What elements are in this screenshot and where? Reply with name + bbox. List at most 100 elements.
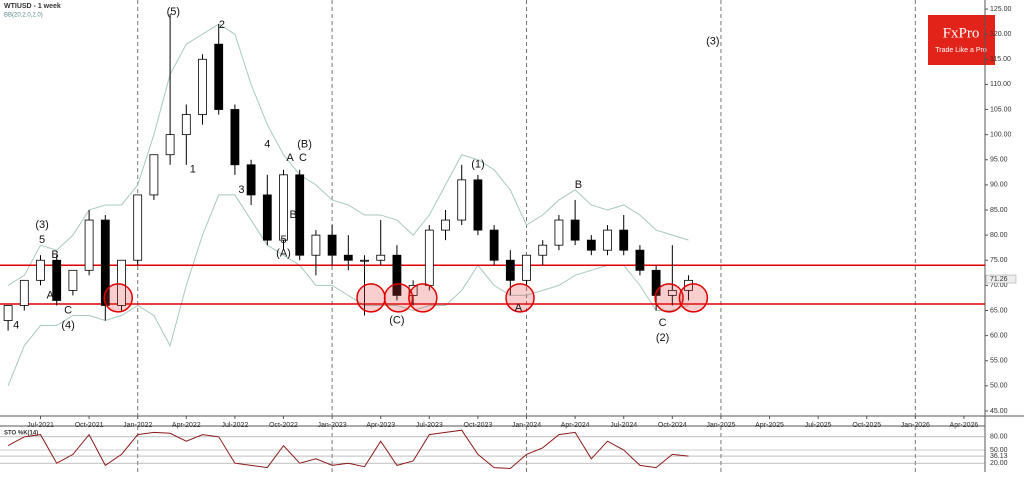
candle-body xyxy=(441,219,450,231)
candle-body xyxy=(489,229,499,261)
x-tick-label: Jan-2022 xyxy=(123,422,152,429)
candle-body xyxy=(619,229,629,251)
candle-body xyxy=(262,194,272,241)
x-tick-label: Apr-2026 xyxy=(950,422,979,429)
y-tick-label: 80.00 xyxy=(990,232,1008,239)
bollinger-band xyxy=(7,23,689,286)
x-tick-label: Jan-2024 xyxy=(512,422,541,429)
y-tick-label: 125.00 xyxy=(990,6,1012,13)
x-tick-label: Apr-2024 xyxy=(561,422,590,429)
oscillator-tick-label: 20.00 xyxy=(990,460,1008,467)
x-tick-label: Jul-2025 xyxy=(805,422,832,429)
candle-body xyxy=(230,109,240,166)
wave-label: (2) xyxy=(656,332,669,344)
highlight-circle xyxy=(383,283,414,313)
wave-label: (3) xyxy=(35,219,48,231)
highlight-circle xyxy=(678,283,709,313)
candle-body xyxy=(117,259,126,306)
candle-body xyxy=(19,279,29,306)
highlight-circle xyxy=(356,283,386,313)
wave-label: 2 xyxy=(219,19,225,31)
candle-body xyxy=(311,234,321,256)
y-tick-label: 100.00 xyxy=(990,131,1012,138)
candle-body xyxy=(279,174,288,241)
oscillator-tick-label: 50.00 xyxy=(990,447,1008,454)
highlight-circle xyxy=(408,283,438,313)
candle-body xyxy=(100,219,110,306)
x-tick-label: Apr-2025 xyxy=(755,422,784,429)
logo-box xyxy=(928,15,995,65)
candle-body xyxy=(246,164,256,196)
wave-label: C xyxy=(64,304,72,316)
chart-title: WTIUSD - 1 week xyxy=(4,3,61,10)
indicator-label: BB(20,2.0,2.0) xyxy=(4,13,43,19)
candle-body xyxy=(473,179,483,231)
x-tick-label: Oct-2021 xyxy=(75,422,104,429)
candle-body xyxy=(165,134,175,156)
candle-body xyxy=(295,174,305,256)
candle-body xyxy=(68,269,78,291)
y-tick-label: 105.00 xyxy=(990,106,1012,113)
oscillator-tick-label: 80.00 xyxy=(990,434,1008,441)
candle-body xyxy=(343,254,353,261)
y-tick-label: 85.00 xyxy=(990,207,1008,214)
candle-body xyxy=(457,179,467,221)
wave-label: 3 xyxy=(238,184,244,196)
wave-label: 4 xyxy=(264,139,270,151)
y-tick-label: 45.00 xyxy=(990,408,1008,415)
x-tick-label: Oct-2023 xyxy=(464,422,493,429)
x-tick-label: Apr-2022 xyxy=(172,422,201,429)
wave-label: B xyxy=(575,179,582,191)
y-tick-label: 75.00 xyxy=(990,257,1008,264)
wave-label: A xyxy=(286,152,294,164)
candle-body xyxy=(505,259,515,281)
candle-body xyxy=(181,114,191,136)
y-tick-label: 90.00 xyxy=(990,182,1008,189)
wave-label: (4) xyxy=(61,319,74,331)
y-tick-label: 50.00 xyxy=(990,383,1008,390)
wave-label: (1) xyxy=(471,159,484,171)
wave-label: C xyxy=(659,317,667,329)
candle-body xyxy=(360,259,369,262)
candle-body xyxy=(133,194,143,261)
wave-label: B xyxy=(290,209,297,221)
candle-body xyxy=(198,58,207,115)
x-tick-label: Jul-2022 xyxy=(221,422,248,429)
x-tick-label: Oct-2025 xyxy=(852,422,881,429)
candle-body xyxy=(651,269,661,296)
candle-body xyxy=(376,254,386,261)
logo-tagline: Trade Like a Pro xyxy=(935,47,987,54)
candle-body xyxy=(603,229,612,251)
x-tick-label: Jul-2024 xyxy=(610,422,637,429)
highlight-circle xyxy=(103,283,134,313)
candle-body xyxy=(570,219,580,241)
candle-body xyxy=(424,229,434,286)
candle-body xyxy=(3,305,13,321)
candle-body xyxy=(84,219,94,271)
candle-body xyxy=(586,239,596,251)
y-tick-label: 120.00 xyxy=(990,31,1012,38)
oscillator-line xyxy=(7,429,689,469)
wave-label: 1 xyxy=(190,164,196,176)
wave-label: A xyxy=(47,289,55,301)
highlight-circle xyxy=(505,283,535,313)
candle-body xyxy=(392,254,402,296)
candle-body xyxy=(667,289,677,296)
x-tick-label: Jan-2023 xyxy=(318,422,347,429)
y-tick-label: 110.00 xyxy=(990,81,1011,88)
wave-label: B xyxy=(51,249,58,261)
bollinger-band xyxy=(7,194,689,387)
y-tick-label: 95.00 xyxy=(990,157,1008,164)
candle-body xyxy=(522,254,531,281)
wave-label: 5 xyxy=(280,234,286,246)
candle-body xyxy=(214,43,224,110)
wave-label: (B) xyxy=(297,139,312,151)
candle-body xyxy=(538,244,548,256)
wave-label: (5) xyxy=(167,6,180,18)
last-price-label: 71.26 xyxy=(990,276,1008,283)
wave-label: 4 xyxy=(13,319,19,331)
x-tick-label: Oct-2024 xyxy=(658,422,687,429)
y-tick-label: 55.00 xyxy=(990,358,1008,365)
